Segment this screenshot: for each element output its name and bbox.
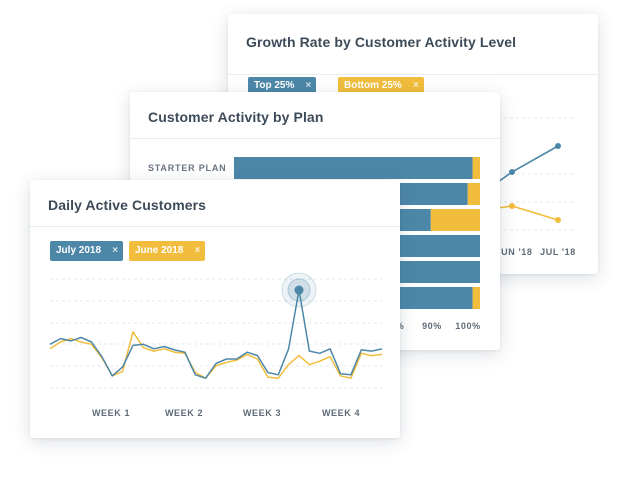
growth-point-bottom-jul	[555, 217, 561, 223]
plan-bar-segment	[430, 209, 480, 231]
week-label-1: WEEK 1	[92, 408, 130, 418]
chip-july-2018[interactable]: July 2018 ×	[50, 241, 124, 261]
growth-rate-divider	[228, 74, 598, 75]
plan-x-tick: 90%	[422, 321, 442, 331]
daily-active-title: Daily Active Customers	[48, 197, 207, 213]
growth-rate-chart: JUN '18 JUL '18	[496, 117, 576, 257]
daily-active-card: Daily Active Customers July 2018 × June …	[30, 180, 400, 438]
growth-point-top-jul	[555, 143, 561, 149]
daily-active-divider	[30, 226, 400, 227]
plan-activity-title: Customer Activity by Plan	[148, 109, 324, 125]
growth-series-top-25	[497, 145, 559, 183]
plan-row-label: STARTER PLAN	[148, 163, 227, 173]
chip-top-25-label: Top 25%	[254, 80, 295, 91]
daily-series-line	[49, 289, 383, 379]
plan-x-tick: 100%	[455, 321, 480, 331]
growth-x-label-jul: JUL '18	[540, 247, 576, 257]
chip-june-2018-label: June 2018	[135, 245, 184, 256]
remove-june-2018-icon[interactable]: ×	[194, 245, 201, 256]
plan-activity-divider	[130, 138, 500, 139]
chip-bottom-25[interactable]: Bottom 25% ×	[338, 77, 424, 95]
daily-active-chart: WEEK 1 WEEK 2 WEEK 3 WEEK 4	[49, 272, 383, 418]
remove-july-2018-icon[interactable]: ×	[112, 245, 119, 256]
plan-bar-segment	[472, 157, 480, 179]
chip-bottom-25-label: Bottom 25%	[344, 80, 402, 91]
daily-gridlines	[50, 278, 382, 389]
chip-top-25[interactable]: Top 25% ×	[248, 77, 317, 95]
plan-bar-segment	[467, 183, 480, 205]
remove-top-25-icon[interactable]: ×	[305, 80, 312, 91]
chip-june-2018[interactable]: June 2018 ×	[129, 241, 206, 261]
plan-bar-segment	[234, 157, 473, 179]
week-label-2: WEEK 2	[165, 408, 203, 418]
growth-point-bottom-jun	[509, 203, 515, 209]
growth-point-top-jun	[509, 169, 515, 175]
plan-bar-segment	[472, 287, 480, 309]
growth-rate-title: Growth Rate by Customer Activity Level	[246, 34, 517, 50]
week-label-3: WEEK 3	[243, 408, 281, 418]
remove-bottom-25-icon[interactable]: ×	[412, 80, 419, 91]
growth-x-label-jun: JUN '18	[496, 247, 533, 257]
chip-july-2018-label: July 2018	[56, 245, 102, 256]
growth-series-bottom-25	[497, 205, 559, 221]
daily-peak-marker[interactable]	[281, 272, 317, 308]
daily-lines	[49, 289, 383, 379]
week-label-4: WEEK 4	[322, 408, 360, 418]
peak-point[interactable]	[294, 285, 304, 295]
